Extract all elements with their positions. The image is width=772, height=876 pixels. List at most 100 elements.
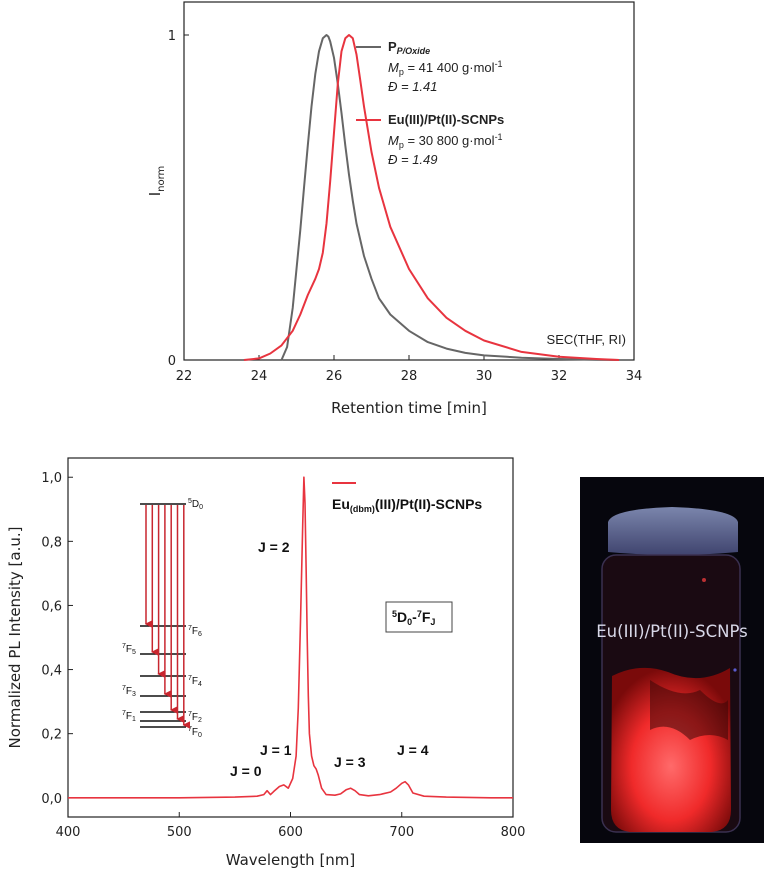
- sec-legend: PP/Oxide Mp = 41 400 g·mol-1 Đ = 1.41 Eu…: [356, 39, 504, 167]
- level-top-base: D: [192, 499, 199, 510]
- tb-a-sup: 5: [392, 609, 397, 619]
- level-label-2-sup: 7: [188, 675, 192, 682]
- pl-legend-label-post: (III)/Pt(II)-SCNPs: [375, 496, 483, 512]
- level-label-0-sup: 7: [188, 625, 192, 632]
- vial-cap: [608, 507, 738, 555]
- pl-y-tick-label-5: 1,0: [41, 471, 62, 486]
- level-label-6: 7F0: [188, 726, 202, 739]
- legend-mp-precursor-value: = 41 400 g·mol: [404, 60, 495, 75]
- level-label-6-base: F: [192, 727, 198, 738]
- level-top-label: 5D0: [188, 498, 203, 511]
- tb-b-sub: J: [430, 617, 435, 627]
- tb-b: F: [422, 609, 431, 625]
- legend-name-precursor-main: P: [388, 39, 397, 54]
- sec-y-axis-label: Inorm: [146, 166, 167, 197]
- vial-speck-2: [733, 668, 737, 672]
- sec-x-tick-label-6: 34: [626, 369, 643, 384]
- level-label-1: 7F5: [122, 643, 136, 656]
- sec-x-tick-label-1: 24: [251, 369, 268, 384]
- vial-dark-streaks: [650, 680, 728, 740]
- peak-label-j4: J = 4: [397, 742, 429, 758]
- level-label-0: 7F6: [188, 625, 202, 638]
- peak-label-j0: J = 0: [230, 763, 262, 779]
- level-label-0-sub: 6: [198, 631, 202, 638]
- sec-y-axis-label-sub: norm: [156, 166, 167, 192]
- sec-x-tick-label-3: 28: [401, 369, 418, 384]
- sec-annotation: SEC(THF, RI): [547, 332, 626, 347]
- transition-box: [385, 601, 453, 633]
- pl-y-axis-label: Normalized PL Intensity [a.u.]: [6, 527, 24, 749]
- legend-mp-precursor: Mp = 41 400 g·mol-1: [388, 59, 503, 77]
- pl-y-tick-label-1: 0,2: [41, 728, 62, 743]
- sec-x-tick-label-4: 30: [476, 369, 493, 384]
- level-label-2-sub: 4: [198, 681, 202, 688]
- sec-x-tick-label-2: 26: [326, 369, 343, 384]
- pl-series-line-0: [68, 476, 513, 799]
- vial-speck: [702, 578, 706, 582]
- sec-y-axis-label-main: I: [146, 192, 164, 196]
- pl-y-tick-label-2: 0,4: [41, 664, 62, 679]
- peak-label-j1: J = 1: [260, 742, 292, 758]
- sec-chart: 22 24 26 28 30 32 34 0 1 Retention time [min] I…: [146, 1, 643, 417]
- pl-chart: 400 500 600 700 800 0,00,20,40,60,81,0 Wavel…: [6, 457, 526, 869]
- peak-label-j3: J = 3: [334, 754, 366, 770]
- pl-x-tick-label-0: 400: [56, 825, 81, 840]
- legend-mp-scnps-sub: p: [399, 140, 404, 150]
- pl-x-tick-label-3: 700: [389, 825, 414, 840]
- legend-dispersity-precursor: Đ = 1.41: [388, 79, 438, 94]
- legend-mp-precursor-sup: -1: [495, 59, 503, 69]
- level-label-0-base: F: [192, 626, 198, 637]
- legend-name-precursor-sub: P/Oxide: [397, 46, 431, 56]
- level-label-3: 7F3: [122, 685, 136, 698]
- pl-y-tick-label-0: 0,0: [41, 792, 62, 807]
- photo-label: Eu(III)/Pt(II)-SCNPs: [596, 622, 748, 641]
- pl-x-tick-label-1: 500: [167, 825, 192, 840]
- pl-x-axis-label: Wavelength [nm]: [226, 851, 356, 869]
- level-label-4: 7F2: [188, 711, 202, 724]
- level-label-3-sup: 7: [122, 685, 126, 692]
- sec-x-tick-label-0: 22: [176, 369, 193, 384]
- legend-mp-scnps: Mp = 30 800 g·mol-1: [388, 132, 503, 150]
- level-label-5-sup: 7: [122, 710, 126, 717]
- level-label-1-sub: 5: [132, 649, 136, 656]
- legend-mp-precursor-label: M: [388, 60, 399, 75]
- level-label-4-base: F: [192, 712, 198, 723]
- legend-name-precursor: PP/Oxide: [388, 39, 430, 56]
- level-label-1-base: F: [126, 644, 132, 655]
- level-top-sup: 5: [188, 498, 192, 505]
- sec-series-line-1: [243, 34, 620, 361]
- level-label-1-sup: 7: [122, 643, 126, 650]
- peak-label-j2: J = 2: [258, 539, 290, 555]
- sec-x-tick-label-5: 32: [551, 369, 568, 384]
- legend-mp-scnps-sup: -1: [495, 132, 503, 142]
- sec-x-axis-label: Retention time [min]: [331, 399, 487, 417]
- tb-a: D: [397, 609, 407, 625]
- vial-photo: Eu(III)/Pt(II)-SCNPs: [580, 477, 764, 843]
- pl-legend-label: Eu(dbm)(III)/Pt(II)-SCNPs: [332, 496, 482, 514]
- level-top-sub: 0: [199, 504, 203, 511]
- pl-x-tick-label-2: 600: [278, 825, 303, 840]
- sec-series-line-0: [280, 34, 620, 361]
- level-label-2-base: F: [192, 676, 198, 687]
- level-label-5-base: F: [126, 711, 132, 722]
- sec-y-tick-label-0: 0: [168, 354, 176, 369]
- legend-mp-precursor-sub: p: [399, 67, 404, 77]
- legend-dispersity-scnps: Đ = 1.49: [388, 152, 438, 167]
- sec-y-tick-label-1: 1: [168, 29, 176, 44]
- pl-legend-label-sub: (dbm): [350, 504, 375, 514]
- level-label-4-sup: 7: [188, 711, 192, 718]
- level-label-3-base: F: [126, 686, 132, 697]
- tb-dash: -: [412, 609, 417, 625]
- level-label-5: 7F1: [122, 710, 136, 723]
- pl-legend-label-pre: Eu: [332, 496, 350, 512]
- pl-x-tick-label-4: 800: [501, 825, 526, 840]
- tb-a-sub: 0: [407, 617, 412, 627]
- level-label-5-sub: 1: [132, 716, 136, 723]
- tb-b-sup: 7: [417, 609, 422, 619]
- level-label-4-sub: 2: [198, 717, 202, 724]
- legend-name-scnps: Eu(III)/Pt(II)-SCNPs: [388, 112, 504, 127]
- pl-y-tick-label-4: 0,8: [41, 535, 62, 550]
- level-label-6-sub: 0: [198, 732, 202, 739]
